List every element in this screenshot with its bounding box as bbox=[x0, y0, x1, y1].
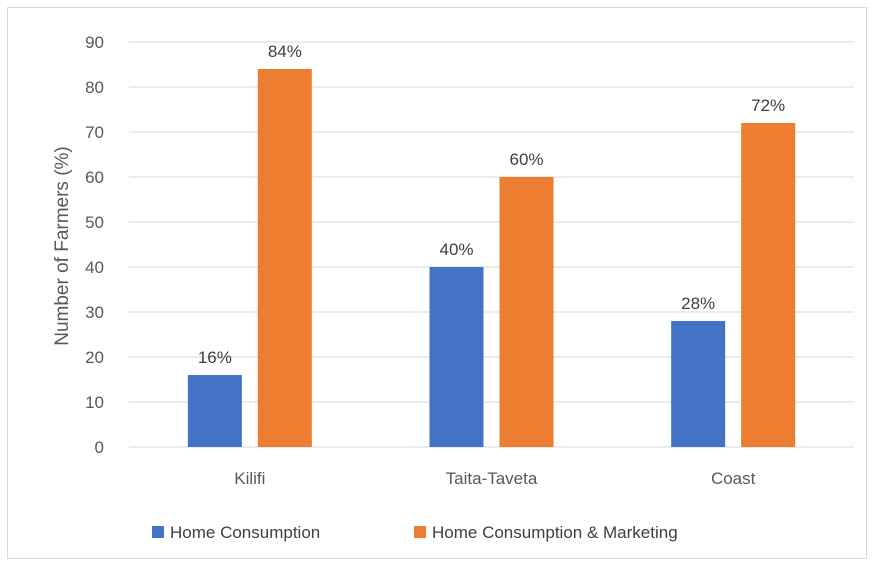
data-labels: 16% 84% 40% 60% 28% 72% bbox=[198, 42, 785, 367]
x-axis-tick-labels: Kilifi Taita-Taveta Coast bbox=[234, 469, 755, 488]
gridlines bbox=[129, 41, 854, 448]
bar-home-consumption-kilifi bbox=[187, 375, 242, 447]
data-label: 60% bbox=[509, 150, 543, 169]
data-label: 72% bbox=[751, 96, 785, 115]
y-axis-title: Number of Farmers (%) bbox=[52, 146, 73, 346]
legend-swatch bbox=[414, 526, 426, 538]
data-label: 84% bbox=[268, 42, 302, 61]
x-tick-label: Coast bbox=[711, 469, 756, 488]
data-label: 40% bbox=[439, 240, 473, 259]
y-axis-tick-labels: 0 10 20 30 40 50 60 70 80 90 bbox=[85, 33, 104, 457]
y-tick-label: 20 bbox=[85, 348, 104, 367]
y-tick-label: 50 bbox=[85, 213, 104, 232]
y-tick-label: 30 bbox=[85, 303, 104, 322]
bar-home-consumption-coast bbox=[671, 321, 726, 447]
x-tick-label: Kilifi bbox=[234, 469, 265, 488]
bars bbox=[187, 69, 796, 447]
bar-home-consumption-marketing-coast bbox=[741, 123, 796, 447]
y-tick-label: 90 bbox=[85, 33, 104, 52]
y-tick-label: 0 bbox=[95, 438, 104, 457]
y-tick-label: 60 bbox=[85, 168, 104, 187]
x-tick-label: Taita-Taveta bbox=[446, 469, 538, 488]
bar-home-consumption-marketing-kilifi bbox=[257, 69, 312, 447]
y-tick-label: 70 bbox=[85, 123, 104, 142]
legend-swatch bbox=[152, 526, 164, 538]
legend: Home Consumption Home Consumption & Marke… bbox=[152, 523, 678, 542]
y-tick-label: 40 bbox=[85, 258, 104, 277]
bar-home-consumption-taita-taveta bbox=[429, 267, 484, 447]
y-tick-label: 10 bbox=[85, 393, 104, 412]
y-tick-label: 80 bbox=[85, 78, 104, 97]
legend-label: Home Consumption & Marketing bbox=[432, 523, 678, 542]
legend-label: Home Consumption bbox=[170, 523, 320, 542]
bar-home-consumption-marketing-taita-taveta bbox=[499, 177, 554, 447]
data-label: 16% bbox=[198, 348, 232, 367]
data-label: 28% bbox=[681, 294, 715, 313]
